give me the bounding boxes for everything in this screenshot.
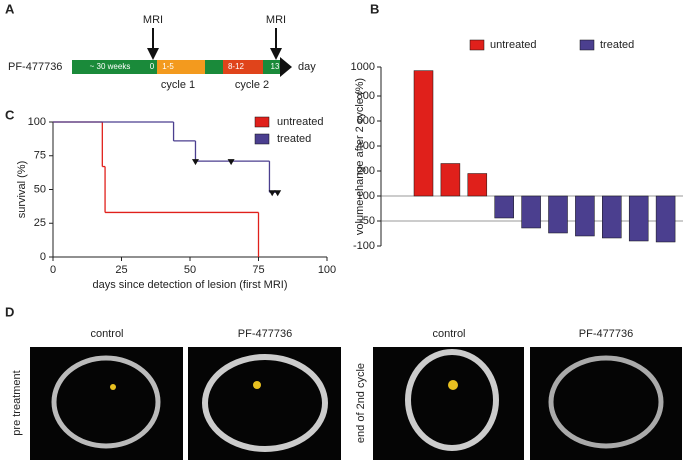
timeline-segment	[205, 60, 223, 74]
legend-label: untreated	[490, 39, 536, 51]
y-axis-label: volume change after 2 cycle (%)	[354, 78, 366, 235]
timeline-segment	[148, 60, 157, 74]
y-tick-label: 25	[34, 217, 46, 229]
censor-marker	[274, 190, 282, 197]
timeline-segment	[223, 60, 263, 74]
legend-swatch	[579, 39, 595, 51]
x-tick-label: 100	[318, 264, 336, 276]
y-tick-label: -50	[359, 215, 375, 227]
axis-unit: day	[298, 61, 316, 73]
legend-swatch	[254, 133, 270, 145]
legend-swatch	[469, 39, 485, 51]
bar	[602, 195, 622, 239]
y-tick-label: -100	[353, 240, 375, 252]
x-tick-label: 75	[252, 264, 264, 276]
x-tick-label: 25	[115, 264, 127, 276]
x-tick-label: 50	[184, 264, 196, 276]
x-axis-label: days since detection of lesion (first MR…	[92, 279, 287, 291]
segment-label: 0	[150, 62, 155, 71]
column-label: PF-477736	[579, 328, 633, 340]
bar	[440, 163, 461, 197]
bar	[575, 195, 595, 237]
cycle-label: cycle 1	[161, 79, 195, 91]
mri-label: MRI	[266, 14, 286, 26]
y-tick-label: 1000	[351, 61, 375, 73]
y-tick-label: 800	[357, 90, 375, 102]
segment-label: 1-5	[162, 62, 174, 71]
mri-label: MRI	[143, 14, 163, 26]
arrow	[280, 57, 292, 77]
y-tick-label: 75	[34, 150, 46, 162]
y-tick-label: 400	[357, 140, 375, 152]
y-tick-label: 600	[357, 115, 375, 127]
mri-images	[30, 347, 682, 460]
y-tick-label: 100	[28, 116, 46, 128]
x-tick-label: 0	[50, 264, 56, 276]
drug-label: PF-477736	[8, 61, 62, 73]
legend-label: untreated	[277, 116, 323, 128]
bar	[413, 70, 434, 197]
arrow	[147, 48, 159, 60]
bar	[655, 195, 676, 243]
cycle-label: cycle 2	[235, 79, 269, 91]
bar	[521, 195, 541, 229]
bar	[494, 195, 514, 219]
legend-swatch	[254, 116, 270, 128]
bar	[628, 195, 649, 242]
panel-letter: B	[370, 1, 379, 16]
legend-label: treated	[600, 39, 634, 51]
timeline-segment	[72, 60, 148, 74]
panel-letter: C	[5, 107, 15, 122]
y-axis-label: survival (%)	[16, 161, 28, 218]
y-tick-label: 0	[40, 251, 46, 263]
bar	[467, 173, 488, 197]
bar	[548, 195, 568, 234]
arrow	[270, 48, 282, 60]
row-label: end of 2nd cycle	[355, 363, 367, 443]
censor-marker	[268, 190, 276, 197]
timeline	[152, 28, 277, 50]
y-tick-label: 100	[357, 190, 375, 202]
column-label: PF-477736	[238, 328, 292, 340]
y-tick-label: 200	[357, 165, 375, 177]
segment-label: 8-12	[228, 62, 245, 71]
legend-label: treated	[277, 133, 311, 145]
censor-marker	[191, 159, 199, 166]
censor-marker	[227, 159, 235, 166]
panel-letter: D	[5, 304, 14, 319]
panel-letter: A	[5, 1, 15, 16]
segment-label: 13	[271, 62, 280, 71]
row-label: pre treatment	[11, 370, 23, 435]
timeline-segment	[157, 60, 205, 74]
segment-label: ~ 30 weeks	[90, 62, 131, 71]
timeline-segment	[263, 60, 280, 74]
column-label: control	[432, 328, 465, 340]
y-tick-label: 50	[34, 183, 46, 195]
column-label: control	[90, 328, 123, 340]
